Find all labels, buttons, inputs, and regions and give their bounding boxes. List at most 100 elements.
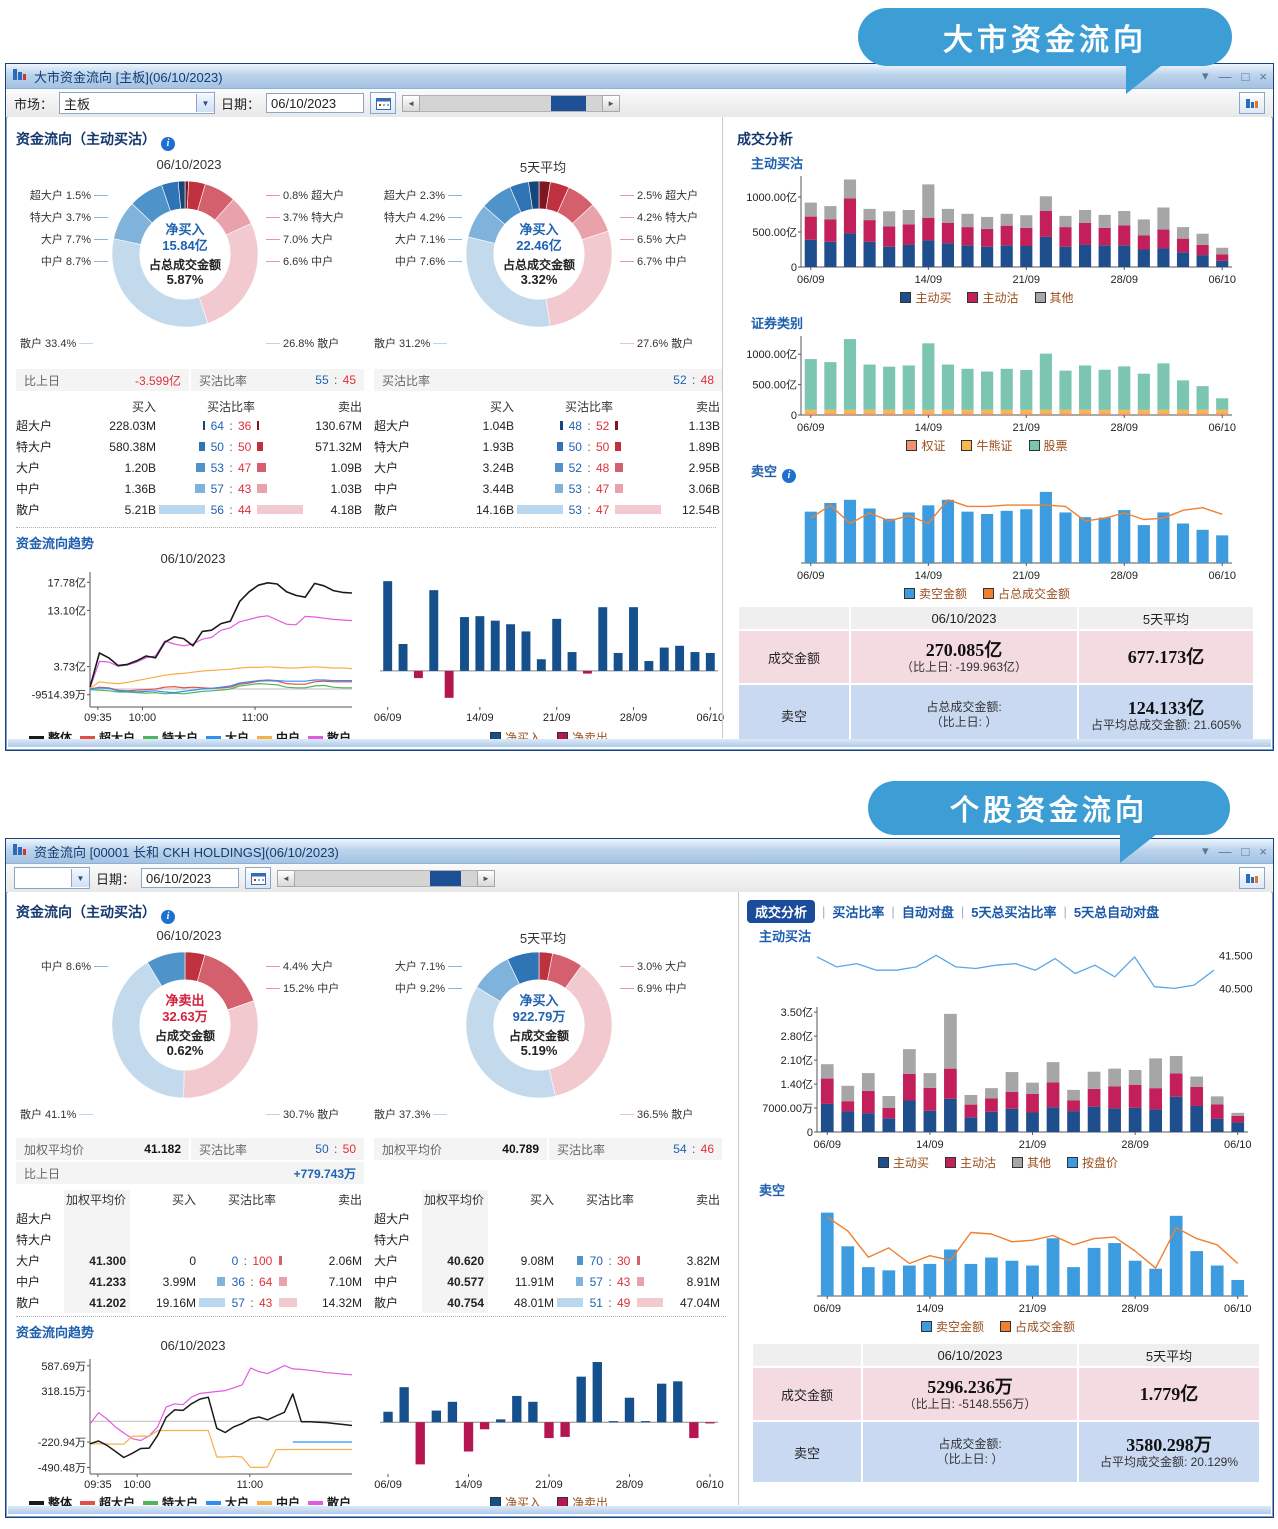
short-row-label: 卖空: [753, 1422, 861, 1482]
svg-text:14/09: 14/09: [916, 1303, 944, 1315]
svg-text:14/09: 14/09: [455, 1479, 483, 1491]
donut-label-retail-sell: 30.7% 散户: [266, 1106, 339, 1122]
app-icon: [12, 842, 28, 861]
close-button[interactable]: ×: [1259, 843, 1267, 859]
donut-labels-buy: 超大户 2.3% 特大户 4.2% 大户 7.1% 中户 7.6%: [368, 187, 462, 269]
tab-5day-buysell-ratio[interactable]: 5天总买沽比率: [971, 905, 1057, 920]
table-header: 买入 买沽比率 卖出: [131, 399, 362, 414]
scrollbar-thumb[interactable]: [551, 95, 586, 111]
donut-callout-label: 大户 7.7%: [41, 231, 108, 247]
turnover-summary-table: 06/10/2023 5天平均 成交金额 270.085亿 （比上日: -199.…: [739, 607, 1253, 747]
svg-text:28/09: 28/09: [620, 712, 648, 724]
ratio-label: 买沽比率: [557, 1142, 606, 1157]
table-header: 买入 买沽比率 卖出: [489, 399, 720, 414]
tab-buysell-ratio[interactable]: 买沽比率: [832, 905, 885, 920]
status-strip: [8, 1506, 1271, 1514]
svg-text:21/09: 21/09: [1019, 1139, 1047, 1151]
scroll-left-button[interactable]: ◄: [277, 869, 296, 887]
date-value: 06/10/2023: [146, 870, 212, 886]
combo-arrow-icon[interactable]: ▼: [71, 869, 89, 887]
maximize-button[interactable]: □: [1241, 68, 1250, 84]
tab-turnover-analysis[interactable]: 成交分析: [747, 900, 816, 923]
short-selling-legend: 卖空金额 占总成交金额: [767, 585, 1207, 602]
svg-text:40.500: 40.500: [1219, 983, 1253, 995]
chart-tool-button[interactable]: [1239, 867, 1265, 889]
date-scrollbar[interactable]: ◄ ►: [402, 94, 621, 112]
donut-title: 06/10/2023: [156, 157, 222, 172]
donut-label-retail-sell: 26.8% 散户: [266, 335, 339, 351]
calendar-button[interactable]: [245, 867, 272, 889]
short-selling-chart: 06/09 14/09 21/09 28/09 06/10: [813, 1212, 1252, 1315]
scrollbar-thumb[interactable]: [429, 870, 461, 886]
svg-text:06/09: 06/09: [797, 422, 825, 434]
legend-item: 主动沽: [967, 289, 1019, 306]
vs-prev-label: 比上日: [24, 373, 61, 388]
chevron-down-icon[interactable]: ▾: [1202, 68, 1209, 83]
chevron-down-icon[interactable]: ▾: [1202, 843, 1209, 858]
donut-callout-label: 0.8% 超大户: [266, 187, 344, 203]
date-input[interactable]: 06/10/2023: [141, 868, 240, 888]
combo-arrow-icon[interactable]: ▼: [196, 94, 215, 112]
window-title: 资金流向 [00001 长和 CKH HOLDINGS](06/10/2023): [34, 844, 339, 860]
donut-labels-buy: 超大户 1.5% 特大户 3.7% 大户 7.7% 中户 8.7%: [14, 187, 108, 269]
table-row: 散户 5.21B 56 : 44 4.18B: [16, 502, 362, 518]
legend-item: 按盘价: [1067, 1154, 1118, 1171]
minimize-button[interactable]: —: [1218, 68, 1232, 84]
donut-callout-label: 大户 7.1%: [395, 231, 462, 247]
section-fundflow-title: 资金流向（主动买沽） i: [16, 902, 175, 924]
titlebar[interactable]: 资金流向 [00001 长和 CKH HOLDINGS](06/10/2023)…: [6, 839, 1273, 864]
stock-code-select[interactable]: ▼: [14, 867, 90, 889]
info-icon[interactable]: i: [161, 137, 175, 151]
close-button[interactable]: ×: [1259, 68, 1267, 84]
donut-label-retail-buy: 散户 37.3%: [374, 1106, 447, 1122]
section-trend-title: 资金流向趋势: [16, 1325, 95, 1340]
tab-auto-matching[interactable]: 自动对盘: [901, 905, 954, 920]
legend-item: 权证: [906, 437, 945, 454]
table-row: 特大户: [16, 1229, 364, 1250]
scroll-left-button[interactable]: ◄: [402, 94, 421, 112]
table-row: 特大户 1.93B 50 : 50 1.89B: [374, 439, 720, 455]
callout-market-fundflow: 大市资金流向: [858, 8, 1232, 66]
stock-fundflow-window: 资金流向 [00001 长和 CKH HOLDINGS](06/10/2023)…: [5, 838, 1274, 1518]
tier-table-5day: 加权平均价 买入 买沽比率 卖出 超大户 特大户 大户 40.620 9.08M 70 : 30…: [374, 1190, 722, 1313]
buy-sell-ratio: 52 : 48: [673, 373, 714, 387]
scroll-right-button[interactable]: ►: [477, 869, 496, 887]
donut-callout-label: 4.4% 大户: [266, 958, 333, 974]
date-input[interactable]: 06/10/2023: [266, 93, 365, 113]
turnover-row-label: 成交金额: [753, 1368, 861, 1420]
stats-row-today: 加权平均价 41.182 买沽比率 50 : 50: [16, 1138, 364, 1160]
short-selling-title: 卖空 i: [751, 461, 797, 483]
date-scrollbar[interactable]: ◄ ►: [277, 869, 496, 887]
donut-callout-label: 超大户 1.5%: [30, 187, 108, 203]
fundflow-donut-today: [111, 180, 259, 328]
summary-col-today: 06/10/2023: [863, 1344, 1077, 1366]
scroll-right-button[interactable]: ►: [602, 94, 621, 112]
market-fundflow-window: 大市资金流向 [主板](06/10/2023) ▾ — □ × 市场： 主板 ▼…: [5, 63, 1274, 751]
ratio-label: 买沽比率: [199, 1142, 248, 1157]
svg-text:06/10: 06/10: [1208, 422, 1236, 434]
info-icon[interactable]: i: [782, 469, 797, 483]
svg-text:11:00: 11:00: [242, 712, 269, 724]
turnover-today: 270.085亿 （比上日: -199.963亿）: [851, 631, 1077, 683]
table-row: 超大户 1.04B 48 : 52 1.13B: [374, 418, 720, 434]
market-select[interactable]: 主板 ▼: [59, 92, 216, 114]
scrollbar-track[interactable]: [295, 869, 478, 887]
maximize-button[interactable]: □: [1241, 843, 1250, 859]
chart-tool-button[interactable]: [1239, 92, 1265, 114]
scrollbar-track[interactable]: [420, 94, 603, 112]
minimize-button[interactable]: —: [1218, 843, 1232, 859]
buy-sell-ratio: 55 : 45: [315, 373, 356, 387]
info-icon[interactable]: i: [161, 910, 175, 924]
titlebar[interactable]: 大市资金流向 [主板](06/10/2023) ▾ — □ ×: [6, 64, 1273, 89]
turnover-today: 5296.236万 （比上日: -5148.556万）: [863, 1368, 1077, 1420]
tier-table-5day: 买入 买沽比率 卖出 超大户 1.04B 48 : 52 1.13B 特大户 1.93B 50 …: [374, 397, 720, 520]
svg-text:3.73亿: 3.73亿: [54, 661, 86, 674]
svg-text:14/09: 14/09: [915, 422, 943, 434]
svg-text:06/10: 06/10: [696, 1479, 724, 1491]
tab-5day-auto-matching[interactable]: 5天总自动对盘: [1073, 905, 1160, 920]
stats-row-5day: 加权平均价 40.789 买沽比率 54 : 46: [374, 1138, 722, 1160]
donut-callout-label: 中户 8.6%: [41, 958, 108, 974]
table-row: 超大户 228.03M 64 : 36 130.67M: [16, 418, 362, 434]
calendar-button[interactable]: [370, 92, 397, 114]
